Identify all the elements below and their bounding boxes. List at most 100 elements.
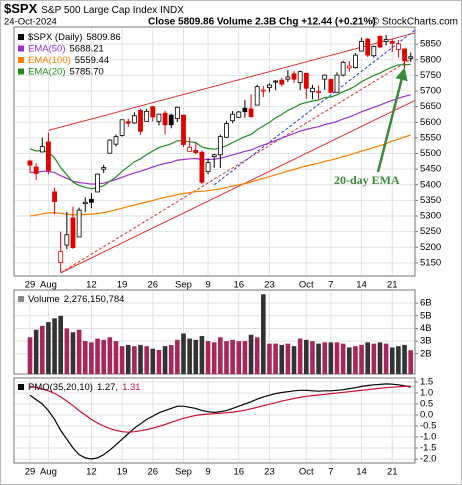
candle-body	[33, 166, 39, 174]
volume-bar	[291, 346, 297, 374]
legend-value: 1.27,	[97, 382, 118, 393]
y-tick-label: 5850	[420, 39, 441, 50]
candle-body	[254, 86, 260, 106]
volume-bar	[101, 339, 106, 374]
legend-swatch	[18, 384, 24, 390]
candle-body	[138, 110, 143, 132]
volume-bar	[175, 339, 180, 374]
x-tick-label: 21	[387, 467, 398, 478]
pmo-legend: PMO(35,20,10) 1.27, 1.31	[28, 382, 141, 393]
x-tick-label: Oct	[299, 280, 314, 291]
y-tick-label: 5B	[420, 310, 432, 321]
volume-bar	[181, 333, 186, 374]
y-tick-label: 5650	[420, 101, 441, 112]
candle-body	[310, 87, 315, 93]
candle-body	[39, 146, 45, 153]
candle-body	[230, 113, 236, 122]
y-tick-label: -1.5	[420, 443, 436, 454]
volume-bar	[89, 342, 94, 374]
legend-value: 5785.70	[69, 66, 103, 77]
x-tick-label: 23	[264, 467, 275, 478]
volume-bar	[236, 341, 242, 374]
x-tick-label: 21	[387, 280, 398, 291]
volume-bar	[144, 346, 149, 374]
y-tick-label: 5400	[420, 179, 441, 190]
x-tick-label: 29	[25, 467, 36, 478]
header-date: 24-Oct-2024	[4, 17, 57, 28]
candle-body	[316, 90, 321, 93]
volume-bar	[285, 343, 291, 374]
candle-body	[131, 115, 137, 124]
volume-bar	[156, 349, 162, 374]
y-tick-label: 1.5	[420, 376, 433, 387]
volume-bar	[205, 341, 211, 374]
candle-body	[95, 173, 100, 193]
volume-bar	[242, 341, 248, 374]
volume-bar	[273, 343, 278, 374]
volume-bar	[310, 341, 315, 374]
volume-bar	[168, 344, 174, 374]
volume-bar	[377, 342, 383, 374]
legend-value: 1.31	[122, 382, 141, 393]
indicator-line	[29, 385, 411, 433]
volume-bar	[187, 338, 192, 374]
legend-swatch	[18, 296, 24, 302]
legend-value: 5809.86	[86, 32, 120, 43]
volume-bar	[340, 343, 346, 374]
volume-bar	[193, 339, 199, 374]
candle-body	[64, 234, 70, 246]
x-tick-label: 14	[356, 280, 367, 291]
legend-name: EMA(20)	[28, 66, 65, 77]
volume-bar	[33, 329, 39, 374]
x-tick-label: 12	[86, 467, 97, 478]
subtitle: S&P 500 Large Cap Index INDX	[41, 5, 184, 16]
volume-bar	[353, 346, 358, 374]
candle-body	[58, 251, 64, 263]
trendline	[213, 29, 416, 186]
legend-name: EMA(50)	[28, 43, 65, 54]
x-tick-label: 29	[25, 280, 36, 291]
legend-swatch	[18, 57, 24, 63]
symbol: $SPX	[4, 1, 38, 16]
x-tick-label: 9	[205, 467, 210, 478]
candle-body	[383, 39, 389, 42]
candle-body	[353, 54, 358, 69]
volume-bar	[304, 339, 309, 374]
x-tick-label: Sep	[175, 467, 192, 478]
annotation-arrow	[376, 67, 408, 173]
x-tick-label: Aug	[40, 280, 57, 291]
candle-body	[205, 162, 211, 173]
volume-bar	[224, 341, 229, 374]
y-tick-label: 4B	[420, 323, 432, 334]
trendline	[48, 32, 416, 131]
legend-swatch	[18, 34, 24, 40]
x-tick-label: 19	[117, 280, 128, 291]
candle-body	[76, 209, 82, 238]
annotation: 20-day EMA	[334, 173, 400, 187]
volume-bar	[408, 350, 413, 374]
volume-bar	[261, 294, 266, 374]
indicator-line	[29, 383, 411, 460]
legend-swatch	[18, 68, 24, 75]
candle-body	[334, 74, 340, 93]
candle-body	[285, 76, 291, 80]
volume-bar	[389, 347, 395, 374]
volume-bar	[279, 344, 285, 374]
y-tick-label: 5500	[420, 148, 441, 159]
volume-bar	[58, 315, 63, 374]
candle-body	[328, 79, 334, 93]
x-tick-label: 7	[328, 467, 333, 478]
candle-body	[297, 71, 303, 84]
x-tick-label: 9	[205, 280, 210, 291]
y-tick-label: 2B	[420, 348, 432, 359]
volume-bar	[359, 344, 364, 374]
volume-bar	[113, 341, 119, 374]
y-tick-label: 5550	[420, 132, 441, 143]
volume-bar	[254, 337, 260, 374]
volume-legend: Volume 2,276,150,784	[28, 294, 124, 305]
volume-bar	[46, 322, 51, 374]
volume-bar	[150, 348, 156, 374]
volume-bar	[316, 343, 321, 374]
candle-body	[395, 43, 401, 50]
candle-body	[187, 146, 193, 152]
